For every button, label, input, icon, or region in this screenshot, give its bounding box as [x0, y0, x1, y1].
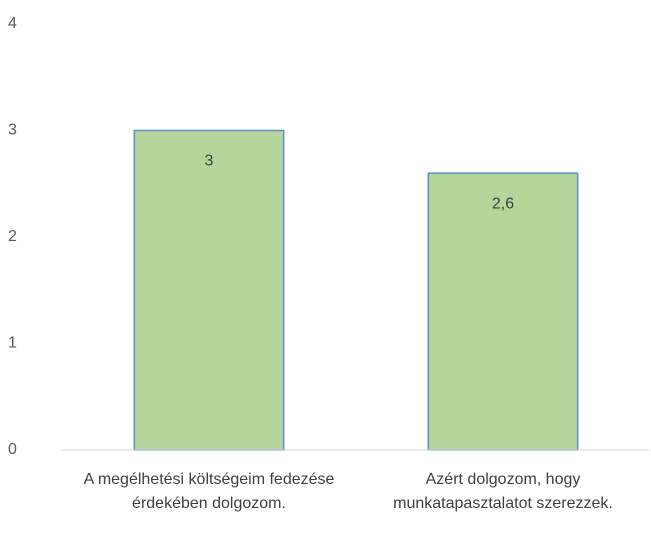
y-tick-label: 1: [8, 335, 17, 352]
y-tick-label: 2: [8, 228, 17, 245]
bar: [427, 172, 579, 451]
x-tick-label: Azért dolgozom, hogy munkatapasztalatot …: [393, 471, 613, 512]
x-tick-label: A megélhetési költségeim fedezése érdeké…: [83, 471, 335, 512]
y-tick-label: 3: [8, 122, 17, 139]
y-tick-label: 4: [8, 15, 17, 32]
data-label: 3: [205, 153, 214, 170]
data-label: 2,6: [492, 195, 514, 212]
bar: [133, 129, 285, 451]
y-tick-label: 0: [8, 441, 17, 458]
